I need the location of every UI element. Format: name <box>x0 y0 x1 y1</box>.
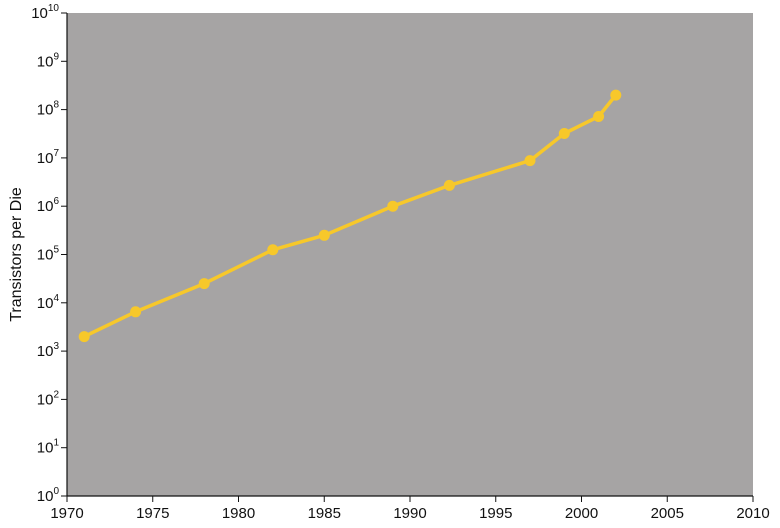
y-tick-label: 109 <box>37 51 60 70</box>
y-tick-label: 1010 <box>31 3 59 22</box>
data-point <box>318 229 330 241</box>
data-points <box>78 89 622 343</box>
data-point <box>558 128 570 139</box>
y-tick-label: 107 <box>37 148 60 167</box>
x-tick-label: 2005 <box>651 505 684 522</box>
y-tick-base: 10 <box>37 53 54 70</box>
y-tick-exponent: 5 <box>53 245 59 256</box>
y-tick-base: 10 <box>37 150 54 167</box>
y-tick-label: 104 <box>37 293 60 312</box>
y-tick-label: 103 <box>37 341 60 360</box>
data-point <box>130 306 142 318</box>
y-tick-base: 10 <box>37 198 54 215</box>
x-tick-label: 2010 <box>736 505 769 522</box>
x-tick-label: 2000 <box>565 505 598 522</box>
y-tick-exponent: 6 <box>53 196 59 207</box>
data-point <box>610 89 622 101</box>
y-tick-base: 10 <box>37 343 54 360</box>
y-tick-exponent: 7 <box>53 148 59 159</box>
data-point <box>593 111 605 122</box>
x-tick-label: 1980 <box>222 505 255 522</box>
x-tick-label: 1970 <box>50 505 83 522</box>
y-tick-exponent: 1 <box>53 438 59 449</box>
y-tick-label: 108 <box>37 100 60 119</box>
data-point <box>443 179 455 191</box>
y-tick-base: 10 <box>37 295 54 312</box>
y-tick-exponent: 4 <box>53 293 59 304</box>
x-axis: 1970 1975 1980 1985 1990 1995 2000 2005 2010 <box>50 496 770 522</box>
plot-area <box>67 13 753 496</box>
y-tick-exponent: 9 <box>53 51 59 62</box>
y-tick-label: 102 <box>37 389 60 408</box>
y-tick-exponent: 0 <box>53 486 59 497</box>
y-tick-exponent: 3 <box>53 341 59 352</box>
x-tick-label: 1985 <box>308 505 341 522</box>
y-tick-base: 10 <box>37 102 54 119</box>
y-axis-title: Transistors per Die <box>8 187 25 322</box>
data-point <box>198 278 210 290</box>
y-tick-base: 10 <box>37 391 54 408</box>
x-tick-label: 1995 <box>479 505 512 522</box>
data-point <box>524 155 536 167</box>
y-tick-base: 10 <box>37 488 54 505</box>
y-tick-label: 105 <box>37 245 60 264</box>
y-tick-exponent: 8 <box>53 100 59 111</box>
data-point <box>267 244 279 256</box>
y-tick-base: 10 <box>37 247 54 264</box>
y-tick-exponent: 2 <box>53 389 59 400</box>
x-tick-label: 1990 <box>393 505 426 522</box>
x-tick-label: 1975 <box>136 505 169 522</box>
data-point <box>78 331 90 343</box>
y-tick-exponent: 10 <box>48 3 60 14</box>
y-tick-label: 100 <box>37 486 60 505</box>
y-tick-base: 10 <box>31 5 48 22</box>
y-tick-base: 10 <box>37 440 54 457</box>
y-tick-label: 101 <box>37 438 60 457</box>
y-tick-label: 106 <box>37 196 60 215</box>
data-point <box>387 200 399 212</box>
